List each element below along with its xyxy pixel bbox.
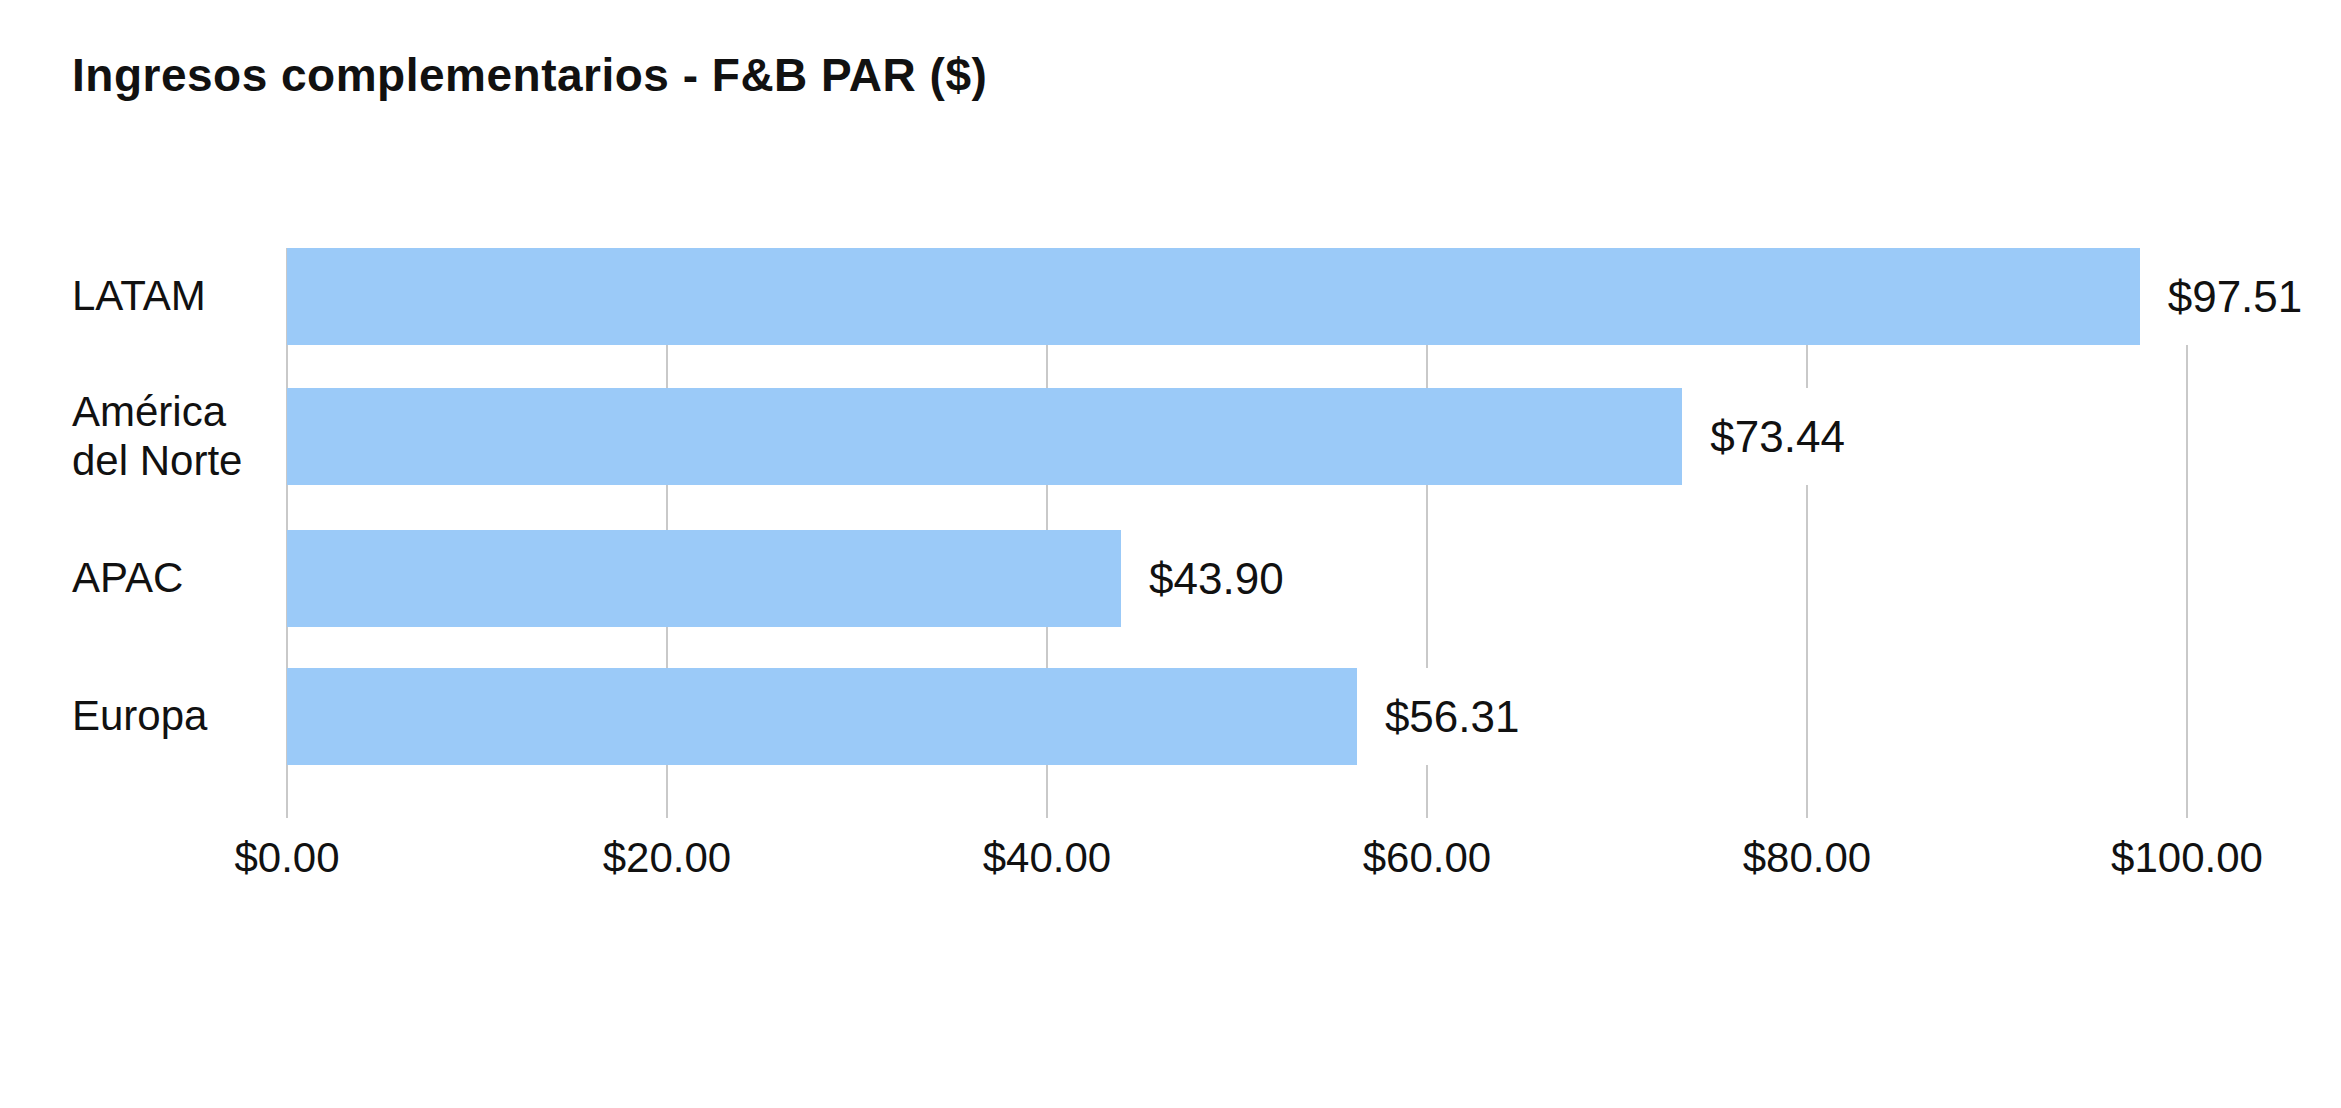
x-tick-label: $60.00	[1317, 834, 1537, 882]
category-label-latam: LATAM	[72, 248, 277, 345]
x-tick-label: $0.00	[177, 834, 397, 882]
chart-title: Ingresos complementarios - F&B PAR ($)	[72, 48, 987, 102]
bar-europa	[287, 668, 1357, 765]
category-label-ame-rica-del-norte: América del Norte	[72, 388, 277, 485]
value-label-latam: $97.51	[2154, 248, 2317, 345]
x-tick-label: $100.00	[2077, 834, 2297, 882]
value-label-apac: $43.90	[1135, 530, 1298, 627]
category-label-apac: APAC	[72, 530, 277, 627]
category-label-europa: Europa	[72, 668, 277, 765]
bar-apac	[287, 530, 1121, 627]
x-tick-label: $80.00	[1697, 834, 1917, 882]
value-label-ame-rica-del-norte: $73.44	[1696, 388, 1859, 485]
bar-latam	[287, 248, 2140, 345]
value-label-europa: $56.31	[1371, 668, 1534, 765]
x-tick-label: $20.00	[557, 834, 777, 882]
bar-ame-rica-del-norte	[287, 388, 1682, 485]
bar-chart: Ingresos complementarios - F&B PAR ($) L…	[0, 0, 2341, 1108]
x-tick-label: $40.00	[937, 834, 1157, 882]
